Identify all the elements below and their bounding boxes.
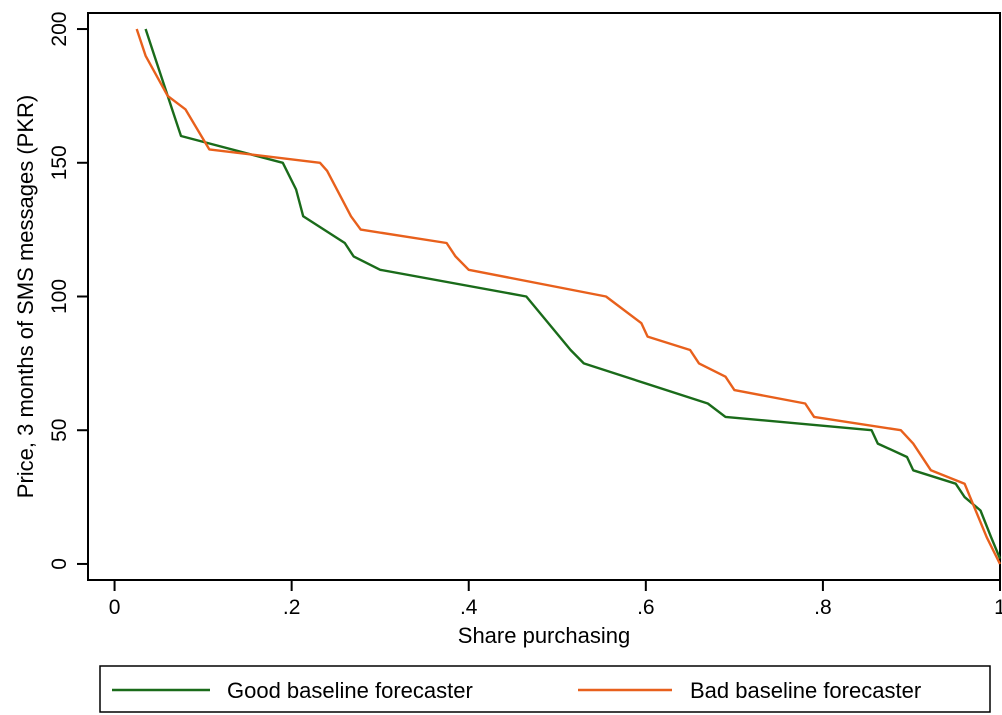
x-tick-label: .2: [283, 596, 301, 619]
axes: 0 .2 .4 .6 .8 1 0 50 100 150 200: [48, 12, 1002, 619]
series-line-1: [144, 28, 1002, 560]
series-layer: [135, 28, 1002, 565]
legend: Good baseline forecaster Bad baseline for…: [99, 665, 991, 713]
x-tick-label: .6: [637, 596, 655, 619]
series-line-2: [135, 28, 1002, 565]
legend-box: [99, 665, 991, 713]
x-tick-label: .8: [814, 596, 832, 619]
x-tick-label: .4: [460, 596, 478, 619]
y-tick-label: 100: [48, 279, 71, 314]
x-tick-label: 0: [109, 596, 121, 619]
x-axis-title: Share purchasing: [458, 623, 630, 648]
x-tick-label: 1: [994, 596, 1002, 619]
legend-label-1: Good baseline forecaster: [227, 678, 473, 703]
y-axis-title: Price, 3 months of SMS messages (PKR): [13, 95, 38, 498]
y-tick-label: 200: [48, 12, 71, 47]
y-tick-label: 50: [48, 419, 71, 442]
plot-frame: [87, 12, 1001, 581]
y-tick-label: 150: [48, 145, 71, 180]
legend-label-2: Bad baseline forecaster: [690, 678, 921, 703]
y-tick-label: 0: [48, 558, 71, 570]
